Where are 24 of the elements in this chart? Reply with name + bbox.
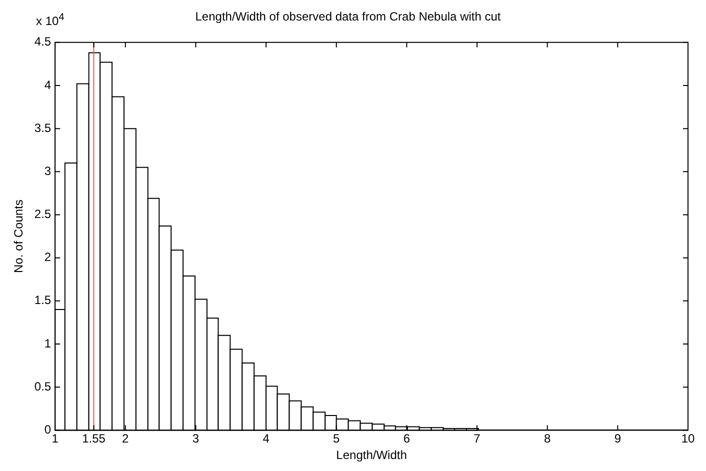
x-tick-label: 10 (681, 432, 695, 446)
x-tick-label: 1.55 (82, 432, 106, 446)
chart-title: Length/Width of observed data from Crab Nebula with cut (195, 10, 502, 24)
y-tick-label: 4.5 (34, 34, 52, 49)
x-axis-title: Length/Width (336, 448, 407, 462)
x-tick-label: 5 (333, 432, 340, 446)
x-tick-label: 7 (474, 432, 481, 446)
x-tick-label: 3 (192, 432, 200, 446)
x-tick-label: 2 (122, 432, 130, 446)
y-tick-label: 2 (44, 250, 52, 264)
x-tick-label: 9 (614, 432, 622, 446)
y-tick-label: 4 (44, 78, 52, 92)
y-tick-label: 0 (44, 422, 52, 437)
y-tick-label: 1.5 (34, 293, 52, 308)
x-tick-label: 4 (262, 432, 270, 446)
x-tick-label: 8 (544, 432, 552, 446)
y-tick-label: 3.5 (34, 120, 52, 135)
x-tick-label: 6 (403, 432, 410, 446)
y-tick-label: 3 (44, 164, 52, 178)
y-axis-title: No. of Counts (12, 200, 26, 273)
y-tick-label: 1 (44, 336, 52, 350)
text: x 10$^{4}$ (36, 12, 64, 28)
y-tick-label: 0.5 (34, 379, 52, 394)
y-tick-label: 2.5 (34, 207, 52, 222)
